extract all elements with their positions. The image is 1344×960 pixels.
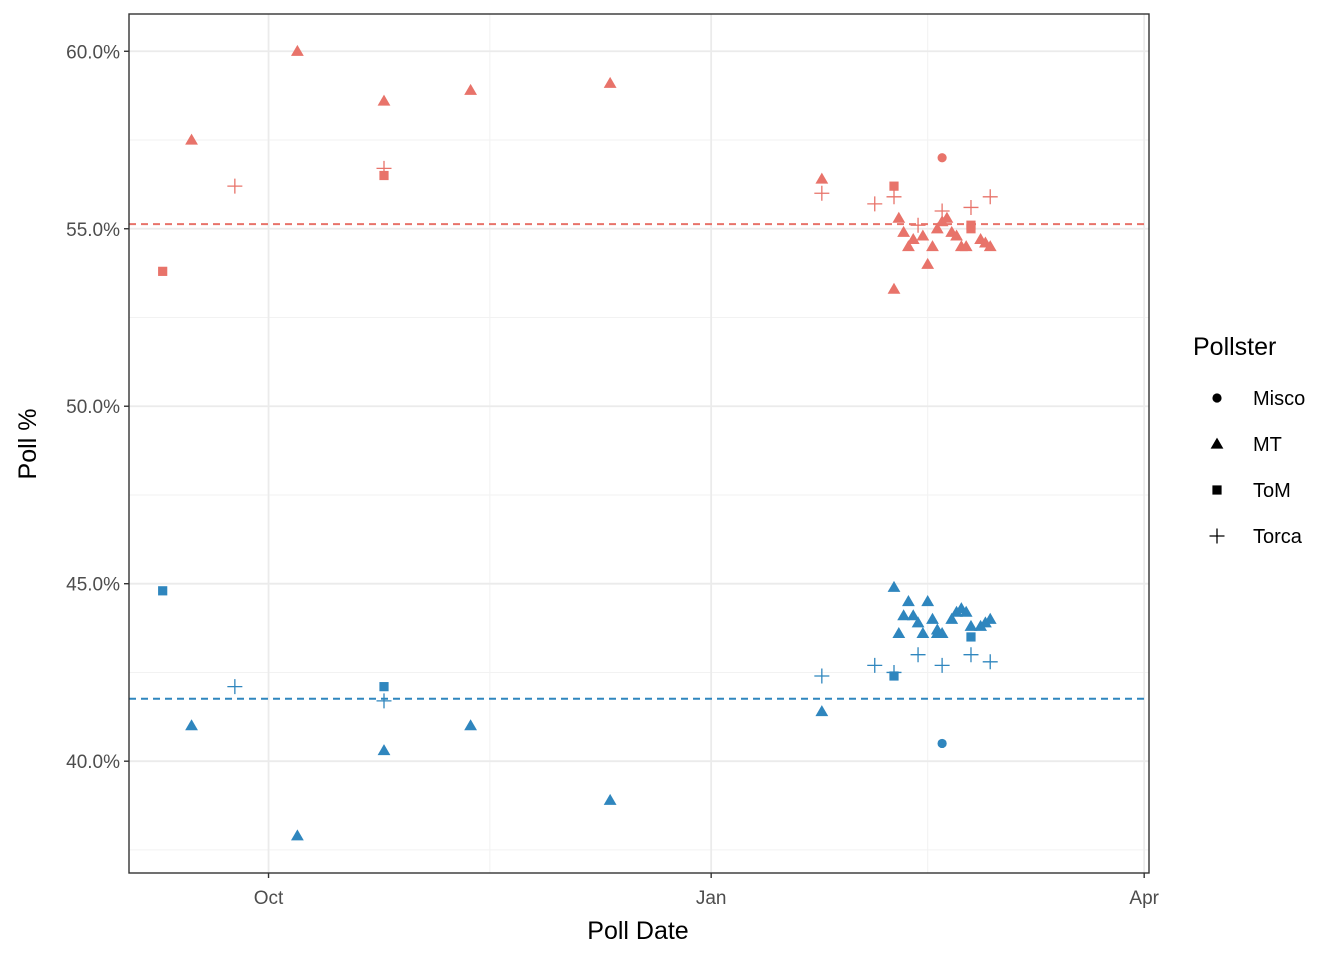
y-axis-ticks: 40.0% 45.0% 50.0% 55.0% 60.0% [66, 42, 129, 773]
data-point-mt [950, 229, 963, 241]
x-tick-label: Oct [254, 888, 284, 909]
data-point-mt [887, 282, 901, 294]
data-point-torca [982, 189, 998, 205]
legend-label: Misco [1253, 388, 1305, 410]
legend-item-mt: MT [1210, 434, 1282, 456]
y-tick-label: 45.0% [66, 575, 120, 596]
data-point-mt [935, 627, 949, 639]
data-point-torca [886, 189, 902, 205]
data-point-torca [376, 160, 392, 176]
plot-panel [128, 13, 1150, 874]
data-point-mt [921, 257, 935, 269]
data-point-mt [290, 44, 304, 56]
data-point-misco [937, 153, 947, 163]
data-point-mt [926, 240, 939, 252]
data-point-mt [603, 76, 617, 88]
legend-label: MT [1253, 434, 1282, 456]
y-tick-label: 50.0% [66, 397, 120, 418]
data-point-mt [892, 627, 906, 639]
y-tick-label: 60.0% [66, 42, 120, 63]
legend-key-circle [1212, 393, 1222, 403]
data-point-tom [966, 224, 976, 234]
data-point-tom [158, 586, 168, 596]
data-point-torca [814, 185, 830, 201]
x-axis-title: Poll Date [587, 917, 688, 945]
data-point-tom [379, 682, 389, 692]
legend-label: ToM [1253, 480, 1291, 502]
y-axis-title: Poll % [14, 409, 42, 480]
data-point-mt [926, 612, 939, 624]
x-tick-label: Jan [696, 888, 727, 909]
legend-key-plus [1209, 528, 1225, 544]
data-point-mt [887, 580, 901, 592]
data-point-mt [185, 719, 198, 731]
data-point-mt [815, 705, 829, 717]
data-point-torca [910, 217, 926, 233]
data-point-torca [982, 654, 998, 670]
data-point-mt [906, 232, 920, 245]
legend-item-tom: ToM [1212, 480, 1291, 502]
data-point-torca [963, 199, 979, 215]
panel-border [128, 13, 1150, 874]
data-point-misco [937, 738, 947, 749]
data-point-mt [377, 94, 391, 106]
data-point-tom [158, 266, 168, 276]
data-point-mt [964, 619, 978, 631]
data-point-torca [934, 657, 950, 673]
data-point-mt [290, 829, 304, 841]
series-blue [158, 580, 998, 841]
legend: Pollster Misco MT ToM Torca [1193, 333, 1305, 548]
data-point-mt [983, 240, 997, 252]
data-point-mt [911, 616, 925, 628]
data-point-mt [921, 595, 935, 607]
data-point-torca [376, 693, 392, 709]
panel-background [129, 14, 1149, 873]
data-point-mt [464, 719, 478, 731]
data-point-mt [185, 133, 198, 145]
data-point-torca [963, 647, 979, 663]
data-point-mt [959, 240, 973, 252]
data-points [158, 44, 998, 841]
series-red [158, 44, 998, 294]
data-point-mt [377, 744, 391, 756]
data-point-tom [889, 181, 899, 191]
legend-label: Torca [1253, 526, 1303, 548]
data-point-mt [940, 211, 954, 223]
data-point-mt [945, 612, 959, 624]
x-tick-label: Apr [1129, 888, 1159, 909]
data-point-mt [916, 229, 930, 241]
data-point-mt [983, 612, 997, 624]
data-point-mt [959, 605, 973, 617]
data-point-mt [603, 793, 617, 805]
legend-key-square [1212, 485, 1222, 495]
data-point-mt [897, 225, 911, 237]
legend-item-misco: Misco [1212, 388, 1305, 410]
data-point-torca [910, 647, 926, 663]
data-point-torca [934, 203, 950, 219]
x-axis-ticks: Oct Jan Apr [254, 873, 1160, 909]
y-tick-label: 40.0% [66, 752, 120, 773]
legend-title: Pollster [1193, 333, 1276, 361]
data-point-tom [966, 632, 976, 642]
data-point-torca [227, 178, 243, 194]
data-point-torca [867, 657, 883, 673]
data-point-mt [930, 222, 944, 234]
data-point-mt [464, 83, 478, 95]
y-tick-label: 55.0% [66, 220, 120, 241]
data-point-torca [814, 668, 830, 684]
data-point-torca [886, 664, 902, 680]
data-point-mt [815, 172, 829, 184]
data-point-torca [867, 196, 883, 212]
data-point-torca [227, 679, 243, 695]
data-point-mt [902, 240, 915, 252]
data-point-mt [916, 627, 930, 639]
data-point-mt [892, 211, 906, 223]
data-point-mt [897, 609, 911, 621]
legend-item-torca: Torca [1209, 526, 1303, 548]
legend-key-triangle [1210, 437, 1224, 449]
data-point-mt [902, 595, 915, 607]
data-point-mt [906, 609, 920, 621]
